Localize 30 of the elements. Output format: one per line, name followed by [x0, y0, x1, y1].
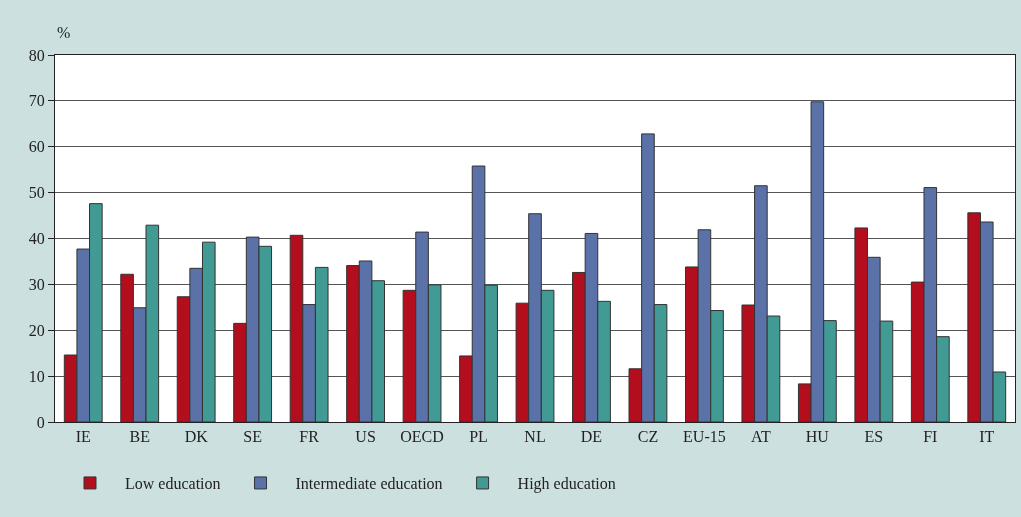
y-axis-title: %: [57, 24, 71, 41]
y-tick-label: 30: [28, 275, 45, 293]
y-tick-label: 70: [28, 92, 45, 110]
x-tick-label: ES: [864, 428, 884, 446]
legend-label: High education: [517, 475, 616, 494]
y-tick-label: 20: [28, 321, 45, 339]
y-tick-label: 40: [28, 230, 45, 248]
x-tick-label: OECD: [400, 428, 444, 446]
x-tick-label: BE: [129, 428, 150, 446]
x-tick-label: FI: [923, 428, 938, 446]
y-tick-label: 50: [28, 184, 45, 202]
x-tick-label: CZ: [637, 428, 659, 446]
x-tick-label: IE: [75, 428, 91, 446]
x-tick-label: HU: [805, 428, 830, 446]
x-tick-label: US: [355, 428, 376, 446]
legend-label: Low education: [125, 475, 221, 493]
x-tick-label: DE: [580, 428, 603, 446]
x-tick-label: IT: [979, 428, 995, 446]
x-tick-label: DK: [184, 428, 209, 446]
x-tick-label: SE: [243, 428, 262, 446]
x-tick-label: NL: [524, 428, 546, 446]
x-tick-label: PL: [469, 428, 488, 446]
y-tick-label: 60: [28, 138, 45, 156]
x-tick-label: FR: [299, 428, 320, 446]
x-tick-label: EU-15: [683, 428, 726, 446]
x-tick-label: AT: [751, 428, 771, 446]
y-tick-label: 10: [28, 367, 45, 385]
legend-label: Intermediate education: [295, 475, 443, 493]
y-tick-label: 80: [28, 46, 45, 64]
y-tick-label: 0: [36, 413, 45, 431]
